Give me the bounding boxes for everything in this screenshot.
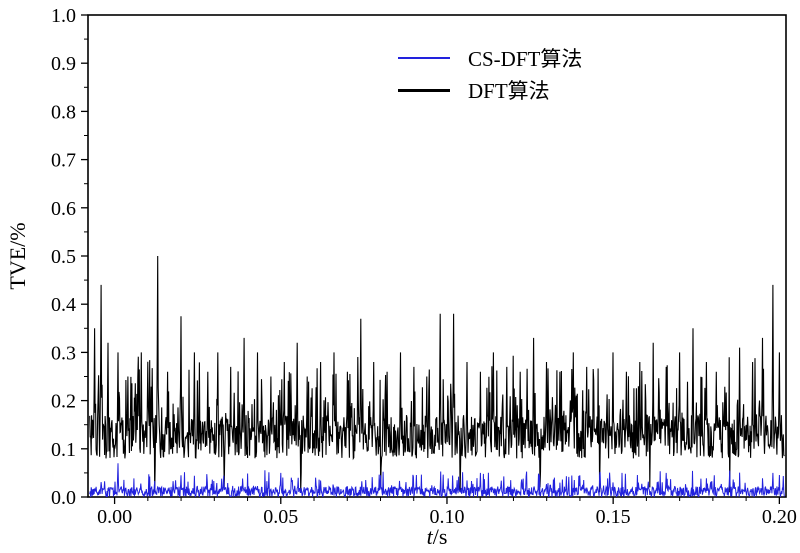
x-axis-label: t/s [427, 524, 448, 550]
ticks: 0.00 0.05 0.10 0.15 0.20 0.0 0.1 0.2 0.3 0.4 0.5 0.… [51, 5, 797, 528]
svg-text:0.6: 0.6 [51, 198, 76, 220]
legend-label-cs-dft: CS-DFT算法 [468, 47, 583, 71]
y-axis-label: TVE/% [5, 222, 30, 290]
legend-line-cs-dft-icon [398, 57, 450, 59]
svg-text:0.4: 0.4 [51, 294, 76, 316]
svg-text:0.3: 0.3 [51, 342, 76, 364]
svg-text:1.0: 1.0 [51, 5, 76, 27]
svg-text:0.10: 0.10 [429, 506, 464, 528]
svg-text:0.00: 0.00 [97, 506, 132, 528]
svg-text:0.5: 0.5 [51, 246, 76, 268]
svg-text:0.8: 0.8 [51, 101, 76, 123]
x-axis-label-unit: /s [432, 524, 448, 549]
legend-item-dft: DFT算法 [398, 74, 582, 106]
svg-text:0.2: 0.2 [51, 391, 76, 413]
svg-text:0.0: 0.0 [51, 487, 76, 509]
legend: CS-DFT算法 DFT算法 [398, 42, 582, 106]
legend-label-dft: DFT算法 [468, 79, 550, 103]
svg-text:0.05: 0.05 [263, 506, 298, 528]
legend-item-cs-dft: CS-DFT算法 [398, 42, 582, 74]
svg-text:0.1: 0.1 [51, 439, 76, 461]
svg-text:0.9: 0.9 [51, 53, 76, 75]
svg-text:0.20: 0.20 [762, 506, 797, 528]
x-axis-label-var: t [426, 524, 433, 549]
legend-line-dft-icon [398, 88, 450, 92]
svg-text:0.15: 0.15 [596, 506, 631, 528]
svg-text:0.7: 0.7 [51, 150, 76, 172]
series-lines [89, 255, 785, 497]
